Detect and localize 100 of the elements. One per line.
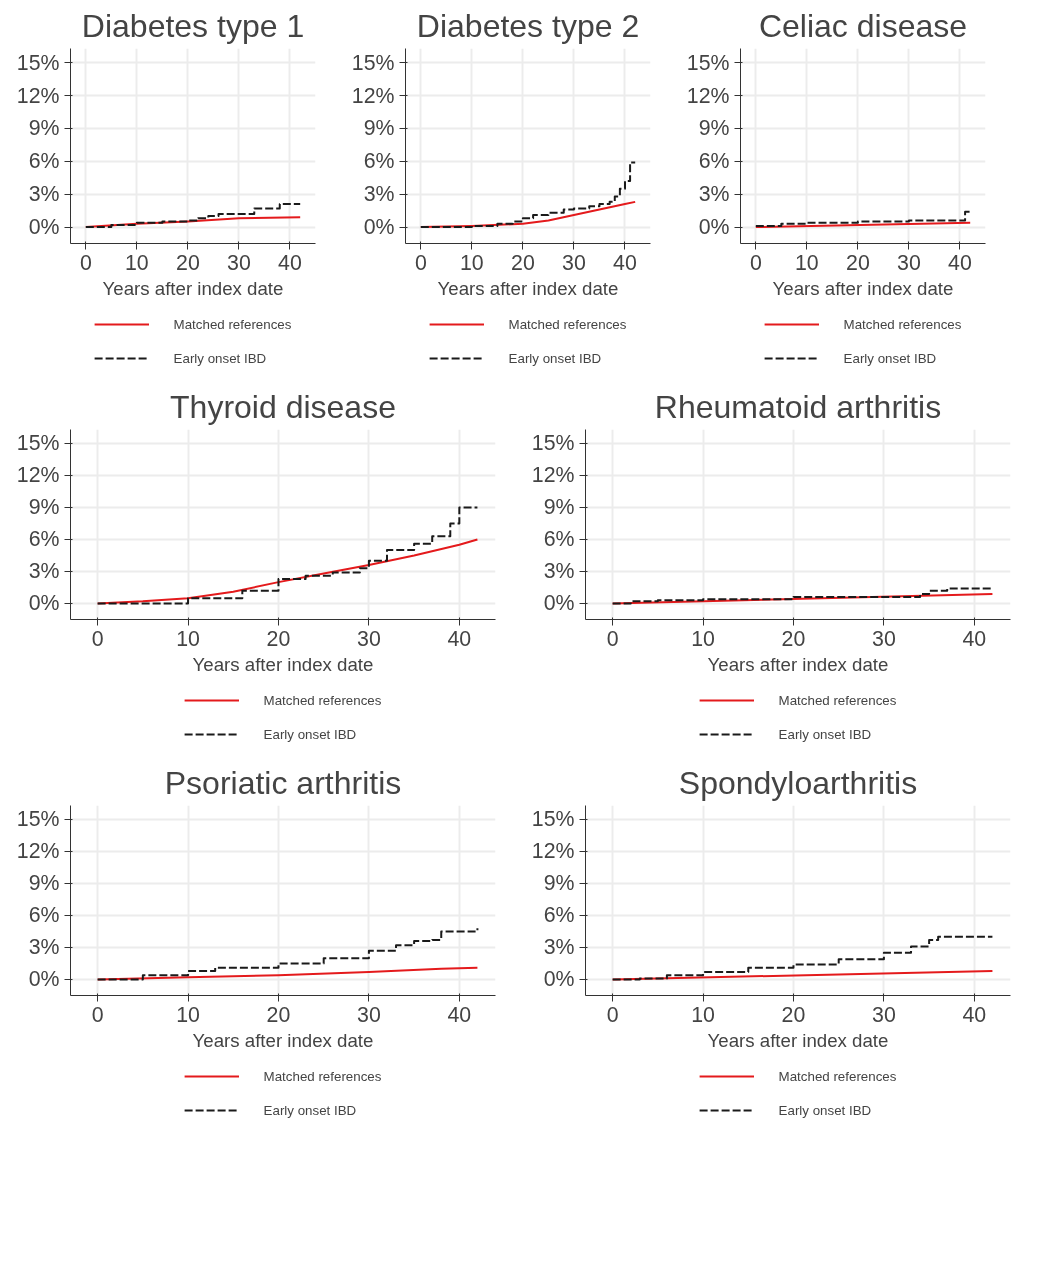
x-axis-title: Years after index date: [192, 1029, 374, 1051]
x-tick-label: 40: [278, 250, 302, 275]
y-tick-label: 9%: [698, 116, 730, 141]
x-tick-label: 30: [357, 1002, 381, 1027]
y-tick-label: 15%: [531, 807, 575, 832]
legend-label: Early onset IBD: [843, 350, 937, 366]
y-tick-label: 0%: [698, 215, 730, 240]
x-tick-label: 0: [91, 626, 104, 651]
legend-label: Early onset IBD: [778, 726, 872, 742]
legend-label: Matched references: [778, 1068, 897, 1084]
x-tick-label: 40: [447, 626, 472, 651]
y-tick-label: 0%: [28, 591, 60, 616]
x-tick-label: 20: [266, 626, 291, 651]
chart-title: Rheumatoid arthritis: [654, 388, 942, 425]
legend-label: Early onset IBD: [263, 1102, 357, 1118]
y-tick-label: 9%: [543, 871, 575, 896]
y-tick-label: 9%: [543, 495, 575, 520]
legend-label: Matched references: [508, 316, 627, 332]
y-tick-label: 6%: [698, 149, 730, 174]
y-tick-label: 12%: [531, 463, 575, 488]
x-axis-title: Years after index date: [707, 1029, 889, 1051]
x-tick-label: 10: [691, 626, 716, 651]
y-tick-label: 15%: [16, 431, 60, 456]
x-tick-label: 20: [176, 250, 200, 275]
x-tick-label: 0: [91, 1002, 104, 1027]
x-tick-label: 10: [176, 626, 201, 651]
y-tick-label: 15%: [16, 50, 60, 75]
x-tick-label: 10: [124, 250, 149, 275]
x-tick-label: 20: [846, 250, 870, 275]
x-tick-label: 40: [447, 1002, 472, 1027]
legend-label: Early onset IBD: [508, 350, 602, 366]
y-tick-label: 0%: [28, 215, 60, 240]
x-axis-title: Years after index date: [772, 277, 954, 299]
x-axis-title: Years after index date: [437, 277, 619, 299]
chart-title: Diabetes type 2: [416, 7, 640, 44]
legend-label: Matched references: [778, 692, 897, 708]
x-tick-label: 30: [897, 250, 921, 275]
x-tick-label: 10: [176, 1002, 201, 1027]
chart-title: Psoriatic arthritis: [164, 764, 402, 801]
chart-title: Spondyloarthritis: [678, 764, 918, 801]
y-tick-label: 3%: [543, 559, 575, 584]
y-tick-label: 15%: [686, 50, 730, 75]
y-tick-label: 0%: [543, 591, 575, 616]
x-tick-label: 20: [781, 626, 806, 651]
y-tick-label: 9%: [363, 116, 395, 141]
y-tick-label: 3%: [543, 935, 575, 960]
x-tick-label: 40: [613, 250, 637, 275]
chart-title: Diabetes type 1: [81, 7, 305, 44]
chart-title: Celiac disease: [758, 7, 968, 44]
y-tick-label: 12%: [351, 83, 395, 108]
y-tick-label: 9%: [28, 495, 60, 520]
y-tick-label: 15%: [351, 50, 395, 75]
x-tick-label: 0: [606, 626, 619, 651]
legend-label: Early onset IBD: [263, 726, 357, 742]
x-tick-label: 30: [357, 626, 381, 651]
y-tick-label: 3%: [363, 182, 395, 207]
x-tick-label: 0: [414, 250, 427, 275]
x-tick-label: 40: [948, 250, 972, 275]
y-tick-label: 12%: [16, 839, 60, 864]
y-tick-label: 0%: [543, 967, 575, 992]
legend-label: Early onset IBD: [173, 350, 267, 366]
y-tick-label: 6%: [28, 149, 60, 174]
x-tick-label: 40: [962, 1002, 987, 1027]
y-tick-label: 3%: [28, 935, 60, 960]
y-tick-label: 12%: [16, 83, 60, 108]
legend-label: Early onset IBD: [778, 1102, 872, 1118]
y-tick-label: 12%: [686, 83, 730, 108]
x-tick-label: 0: [79, 250, 92, 275]
y-tick-label: 0%: [363, 215, 395, 240]
y-tick-label: 6%: [363, 149, 395, 174]
y-tick-label: 3%: [28, 182, 60, 207]
legend-label: Matched references: [173, 316, 292, 332]
x-tick-label: 20: [511, 250, 535, 275]
x-tick-label: 30: [872, 1002, 896, 1027]
x-tick-label: 20: [266, 1002, 291, 1027]
y-tick-label: 0%: [28, 967, 60, 992]
legend-label: Matched references: [263, 1068, 382, 1084]
y-tick-label: 9%: [28, 871, 60, 896]
x-axis-title: Years after index date: [192, 653, 374, 675]
x-tick-label: 10: [459, 250, 484, 275]
x-tick-label: 10: [691, 1002, 716, 1027]
y-tick-label: 3%: [28, 559, 60, 584]
x-tick-label: 10: [794, 250, 819, 275]
y-tick-label: 15%: [16, 807, 60, 832]
y-tick-label: 6%: [28, 903, 60, 928]
x-tick-label: 0: [606, 1002, 619, 1027]
y-tick-label: 12%: [531, 839, 575, 864]
y-tick-label: 12%: [16, 463, 60, 488]
legend-label: Matched references: [843, 316, 962, 332]
x-axis-title: Years after index date: [707, 653, 889, 675]
y-tick-label: 15%: [531, 431, 575, 456]
y-tick-label: 6%: [28, 527, 60, 552]
x-tick-label: 40: [962, 626, 987, 651]
legend-label: Matched references: [263, 692, 382, 708]
x-axis-title: Years after index date: [102, 277, 284, 299]
y-tick-label: 6%: [543, 527, 575, 552]
x-tick-label: 0: [749, 250, 762, 275]
y-tick-label: 3%: [698, 182, 730, 207]
x-tick-label: 20: [781, 1002, 806, 1027]
y-tick-label: 9%: [28, 116, 60, 141]
